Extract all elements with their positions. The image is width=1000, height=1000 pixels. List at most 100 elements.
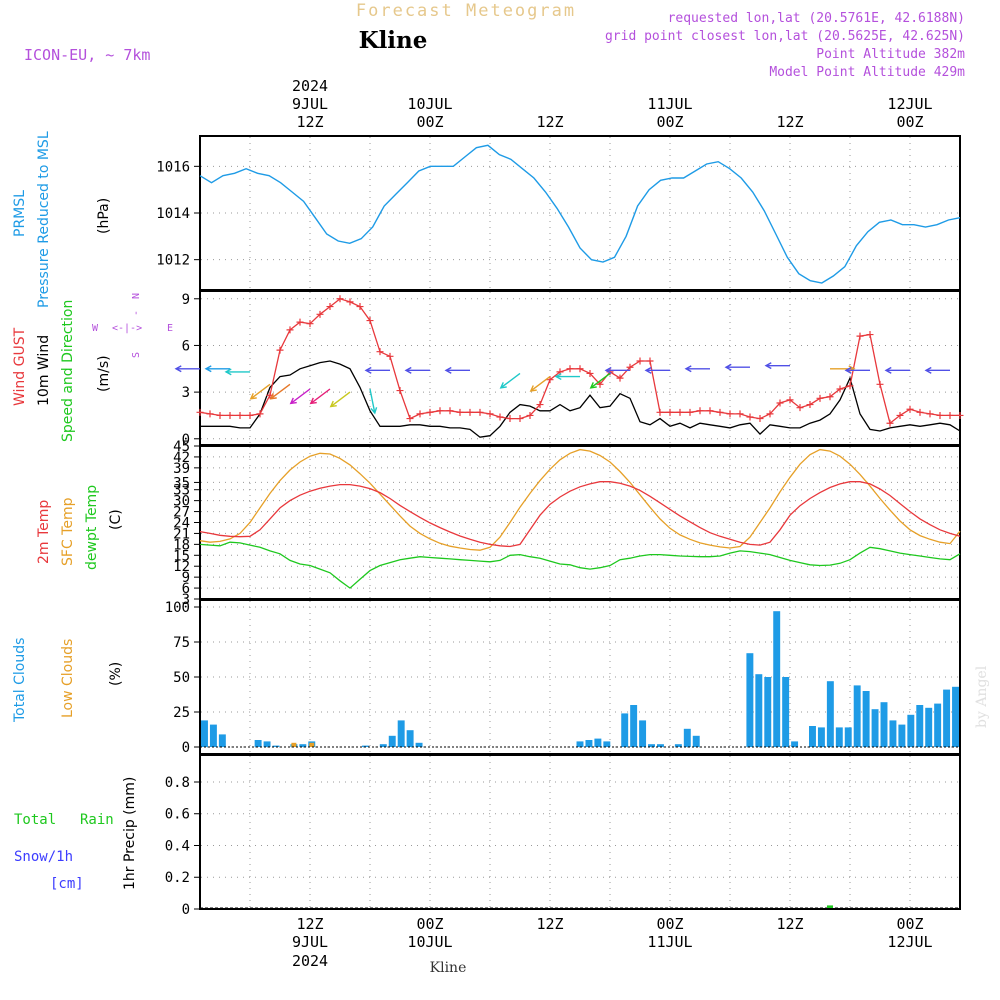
wind-arrow-head: [724, 363, 732, 371]
total-cloud-bar: [415, 742, 423, 747]
precip-rain-label: Rain: [80, 812, 114, 828]
bottom-time-label: 12Z: [296, 915, 323, 933]
y-tick-label: 30: [173, 494, 190, 510]
gust-marker: [236, 411, 244, 419]
total-cloud-bar: [943, 689, 951, 747]
gust-marker: [786, 396, 794, 404]
y-tick-label: 35: [173, 475, 190, 491]
gust-marker: [926, 410, 934, 418]
gust-marker: [756, 415, 764, 423]
location-title: Kline: [359, 27, 428, 54]
gust-marker: [916, 408, 924, 416]
wind-arrow-head: [604, 366, 612, 374]
gust-marker: [896, 411, 904, 419]
top-time-label: 11JUL: [647, 95, 692, 113]
total-cloud-bar: [764, 677, 772, 747]
total-cloud-bar: [844, 727, 852, 747]
gust-marker: [876, 380, 884, 388]
model-label: ICON-EU, ~ 7km: [24, 46, 150, 64]
wind-arrow-head: [204, 365, 212, 373]
low-cloud-bar: [309, 742, 315, 747]
y-tick-label: 1012: [156, 253, 190, 269]
panel-frame: [199, 754, 961, 910]
total-cloud-bar: [388, 735, 396, 747]
wind-speed-line: [200, 360, 961, 438]
gust-marker: [206, 410, 214, 418]
total-cloud-bar: [406, 730, 414, 747]
top-time-label: 00Z: [416, 113, 443, 131]
precip-unit-label: 1hr Precip (mm): [122, 777, 138, 890]
panel-1: 1012 1014 1016: [156, 135, 961, 291]
compass-e: E: [167, 323, 173, 334]
gust-marker: [796, 404, 804, 412]
point-altitude: Point Altitude 382m: [816, 47, 965, 62]
gust-marker: [766, 410, 774, 418]
total-cloud-bar: [379, 744, 387, 747]
pressure-unit-label: (hPa): [96, 198, 112, 234]
gust-marker: [216, 411, 224, 419]
y-tick-label: 9: [182, 570, 190, 586]
pressure-side-labels: PRMSL Pressure Reduced to MSL (hPa): [12, 131, 112, 308]
rain-bar: [827, 905, 833, 908]
gust-marker: [396, 387, 404, 395]
bottom-time-label: 00Z: [656, 915, 683, 933]
wind-arrow-head: [269, 392, 277, 400]
gust-marker: [936, 411, 944, 419]
gust-marker: [296, 318, 304, 326]
total-cloud-bar: [630, 705, 638, 747]
low-cloud-bar: [291, 742, 297, 747]
gust-marker: [636, 357, 644, 365]
total-cloud-bar: [594, 738, 602, 747]
temp-unit-label: (C): [108, 509, 124, 530]
total-cloud-bar: [361, 745, 369, 747]
precip-side-labels: Total Rain Snow/1h [cm] 1hr Precip (mm): [14, 777, 138, 892]
gust-marker: [746, 413, 754, 421]
pressure-line: [199, 144, 961, 284]
gust-label: Wind GUST: [12, 327, 28, 406]
bottom-time-label: 11JUL: [647, 933, 692, 951]
panel-5: 0 0.2 0.4 0.6 0.8: [165, 754, 961, 918]
total-cloud-bar: [773, 611, 781, 747]
gust-marker: [576, 365, 584, 373]
y-tick-label: 21: [173, 526, 190, 542]
gust-marker: [776, 399, 784, 407]
wind-arrow-head: [249, 392, 257, 400]
gust-marker: [566, 365, 574, 373]
gust-marker: [286, 326, 294, 334]
y-tick-label: 18: [173, 537, 190, 553]
wind-arrow-head: [764, 362, 772, 370]
gust-marker: [726, 410, 734, 418]
y-tick-label: 27: [173, 505, 190, 521]
gust-marker: [696, 407, 704, 415]
gust-marker: [366, 317, 374, 325]
gust-marker: [956, 411, 964, 419]
gust-marker: [706, 407, 714, 415]
wind-arrow-head: [644, 366, 652, 374]
gust-marker: [336, 295, 344, 303]
wind-label: 10m Wind: [36, 335, 52, 406]
bottom-time-label: 10JUL: [407, 933, 452, 951]
wind-arrow-head: [684, 365, 692, 373]
direction-label: Speed and Direction: [60, 300, 76, 442]
dewpt-line: [199, 541, 961, 589]
dewpt-label: dewpt Temp: [84, 485, 100, 570]
pressure-msl-label: Pressure Reduced to MSL: [36, 131, 52, 308]
precip-total-label: Total: [14, 812, 56, 828]
y-tick-label: 25: [173, 705, 190, 721]
gust-marker: [906, 405, 914, 413]
gust-marker: [686, 408, 694, 416]
total-cloud-bar: [853, 685, 861, 747]
compass-ns-arrow: -: [131, 310, 142, 316]
gust-marker: [406, 415, 414, 423]
total-cloud-bar: [809, 726, 816, 747]
total-cloud-bar: [576, 741, 584, 747]
wind-direction-arrow: [590, 372, 611, 389]
y-tick-label: 3: [182, 592, 190, 608]
gust-marker: [446, 407, 454, 415]
gust-marker: [516, 415, 524, 423]
gust-marker: [586, 369, 594, 377]
cloud-side-labels: Total Clouds Low Clouds (%): [12, 638, 124, 723]
wind-arrow-head: [444, 366, 452, 374]
wind-direction-arrow: [500, 372, 521, 389]
panels: 1012101410160369369121518212427303335394…: [156, 135, 964, 918]
